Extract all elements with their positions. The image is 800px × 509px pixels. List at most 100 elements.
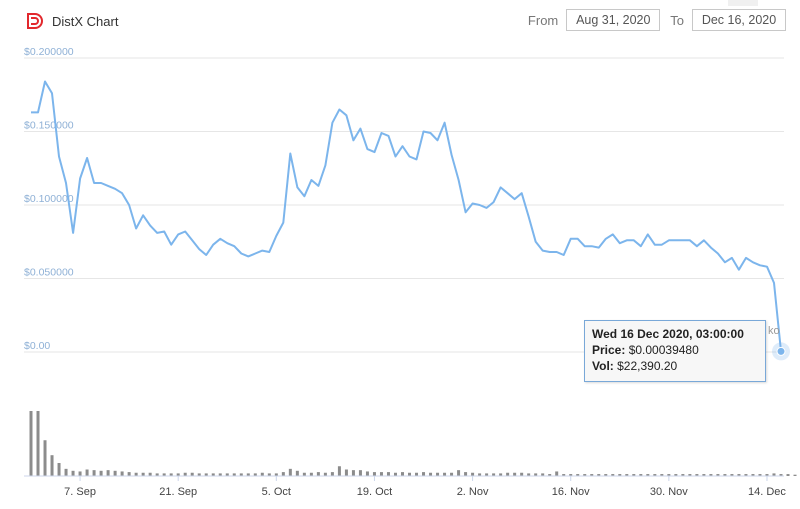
volume-bar	[646, 474, 650, 476]
volume-bar	[99, 470, 103, 476]
volume-bar	[71, 470, 75, 476]
x-tick-label: 14. Dec	[748, 486, 786, 498]
volume-bar	[485, 473, 489, 476]
date-range: From To	[518, 9, 786, 31]
y-tick-label: $0.050000	[24, 267, 74, 279]
volume-bar	[548, 474, 552, 476]
volume-bar	[478, 473, 482, 476]
volume-bar	[639, 474, 643, 476]
volume-bar	[309, 472, 313, 476]
volume-bar	[772, 473, 776, 476]
chart-header: DistX Chart From To	[0, 0, 800, 42]
volume-bar	[351, 470, 355, 476]
volume-bar	[555, 471, 559, 476]
volume-bar	[653, 474, 657, 476]
x-tick-label: 2. Nov	[457, 486, 489, 498]
volume-bar	[779, 474, 783, 476]
volume-bar	[751, 474, 755, 476]
x-tick-label: 7. Sep	[64, 486, 96, 498]
volume-bar	[92, 470, 96, 476]
volume-bar	[78, 471, 82, 476]
volume-bar	[786, 474, 790, 476]
volume-bar	[765, 474, 769, 476]
volume-bar	[604, 474, 608, 476]
volume-bar	[464, 472, 468, 476]
volume-bar	[155, 473, 159, 476]
volume-bar	[716, 474, 720, 476]
volume-bar	[583, 474, 587, 476]
volume-bar	[415, 472, 419, 476]
volume-bar	[450, 472, 454, 476]
volume-bar	[562, 474, 566, 476]
volume-bar	[267, 473, 271, 476]
volume-bar	[569, 474, 573, 476]
x-tick-label: 16. Nov	[552, 486, 590, 498]
chart-title: DistX Chart	[52, 13, 119, 29]
volume-bar	[176, 473, 180, 476]
volume-bar	[436, 472, 440, 476]
volume-bar	[597, 474, 601, 476]
volume-bar	[408, 472, 412, 476]
volume-bar	[295, 470, 299, 476]
volume-bar	[632, 474, 636, 476]
volume-bar	[204, 473, 208, 476]
volume-bar	[302, 472, 306, 476]
volume-bar	[541, 473, 545, 476]
from-date-input[interactable]	[566, 9, 661, 31]
distx-logo-icon	[27, 13, 43, 29]
volume-bar	[64, 468, 68, 476]
to-date-input[interactable]	[692, 9, 786, 31]
volume-bar	[337, 466, 341, 476]
volume-bar	[688, 474, 692, 476]
volume-bar	[50, 455, 54, 476]
volume-bar	[260, 472, 264, 476]
volume-bar	[618, 474, 622, 476]
volume-bar	[365, 471, 369, 476]
volume-bar	[709, 474, 713, 476]
x-tick-label: 5. Oct	[262, 486, 291, 498]
volume-bar	[520, 472, 524, 476]
volume-bar	[281, 472, 285, 476]
volume-bar	[162, 473, 166, 476]
volume-bar	[457, 470, 461, 476]
volume-bar	[288, 468, 292, 476]
volume-bar	[344, 469, 348, 476]
grid-lines	[24, 57, 784, 353]
volume-bar	[239, 473, 243, 476]
volume-bar	[793, 474, 797, 476]
x-axis-ticks	[79, 476, 768, 481]
volume-bar	[169, 473, 173, 476]
brand: DistX Chart	[24, 11, 118, 31]
volume-bar	[36, 411, 40, 476]
volume-bar	[141, 472, 145, 476]
truncated-label: ko	[768, 325, 780, 337]
volume-bar	[674, 474, 678, 476]
volume-bar	[29, 411, 33, 476]
volume-bar	[667, 474, 671, 476]
volume-bar	[443, 472, 447, 476]
y-tick-label: $0.150000	[24, 120, 74, 132]
volume-bar	[372, 472, 376, 476]
volume-bar	[758, 474, 762, 476]
volume-bar	[211, 473, 215, 476]
tooltip-price: Price: $0.00039480	[592, 343, 699, 357]
volume-bar	[330, 472, 334, 476]
corner-tab	[728, 0, 758, 6]
volume-bar	[723, 474, 727, 476]
y-axis-labels: $0.00 $0.050000 $0.100000 $0.150000 $0.20000…	[24, 46, 74, 352]
volume-bar	[576, 474, 580, 476]
price-line[interactable]	[31, 80, 782, 352]
volume-bar	[358, 470, 362, 476]
volume-bar	[113, 470, 117, 476]
volume-bar	[429, 472, 433, 476]
volume-bar	[506, 472, 510, 476]
price-tooltip: Wed 16 Dec 2020, 03:00:00 Price: $0.0003…	[584, 320, 766, 382]
hover-marker[interactable]	[776, 346, 786, 356]
volume-bar	[611, 474, 615, 476]
volume-bar	[127, 472, 131, 476]
volume-bar	[702, 474, 706, 476]
volume-bar	[625, 474, 629, 476]
x-axis-labels: 7. Sep 21. Sep 5. Oct 19. Oct 2. Nov 16. Nov 3…	[64, 486, 786, 498]
from-label: From	[527, 12, 559, 28]
